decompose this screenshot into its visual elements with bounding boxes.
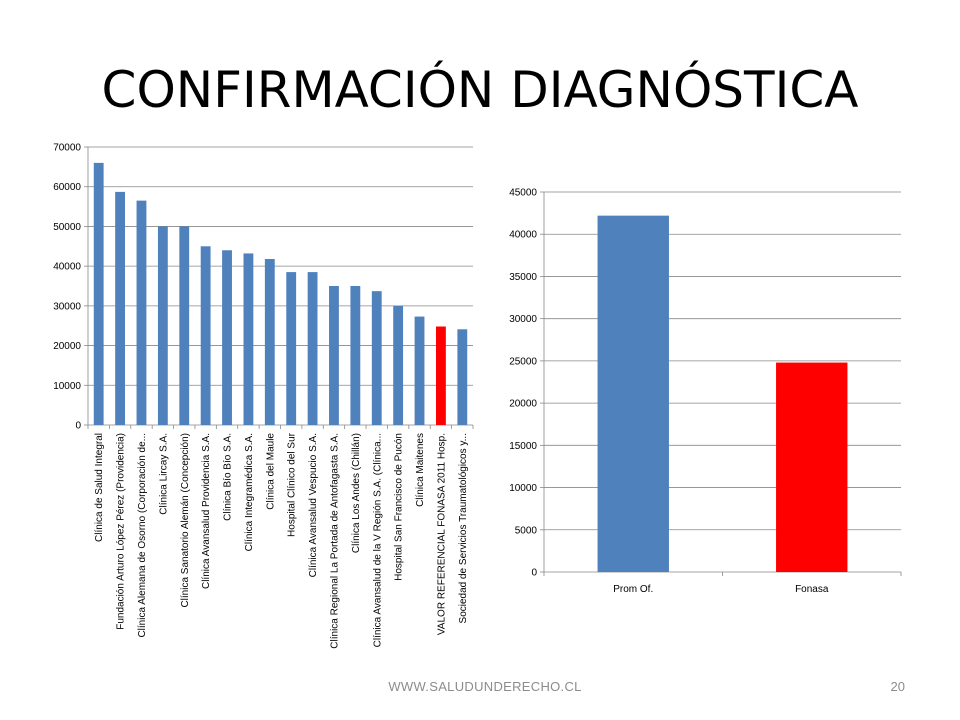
chart1-y-tick-label: 0	[75, 421, 81, 432]
chart1-category-label: Clínica Sanatorio Alemán (Concepción)	[180, 433, 191, 608]
chart1-category-label: Hospital San Francisco de Pucón	[394, 433, 405, 581]
chart1-bar	[115, 191, 126, 425]
chart1-y-tick-label: 40000	[53, 262, 81, 273]
chart1-category-label: Clínica Lircay S.A.	[158, 433, 169, 515]
chart1-bar	[393, 305, 404, 425]
chart1-bar	[200, 246, 211, 425]
chart1-bar	[243, 253, 254, 425]
chart1-bar	[329, 286, 339, 425]
chart1-bar	[307, 272, 318, 425]
chart1-category-label: Fundación Arturo López Pérez (Providenci…	[116, 433, 127, 630]
chart1-category-label: Clínica Regional La Portada de Antofagas…	[329, 433, 340, 649]
chart1-y-tick-label: 30000	[53, 301, 81, 312]
chart2-y-tick-label: 0	[531, 568, 537, 579]
chart1-bar	[264, 258, 275, 425]
chart1-category-label: Clínica Integramédica S.A.	[244, 433, 255, 551]
chart1-category-label: Clínica Maitenes	[415, 433, 426, 507]
chart1-y-tick-label: 10000	[53, 381, 81, 392]
chart1-y-tick-label: 70000	[53, 143, 81, 154]
chart1-bar	[371, 291, 382, 425]
chart1-y-tick-label: 50000	[53, 222, 81, 233]
chart1-category-label: VALOR REFERENCIAL FONASA 2011 Hosp.	[436, 433, 447, 635]
chart1-bar	[179, 226, 190, 425]
chart1-category-label: Clínica de Salud Integral	[94, 433, 105, 542]
chart1-bar	[222, 250, 232, 425]
chart2-bar	[597, 215, 669, 572]
chart1-bar	[414, 316, 425, 425]
page-number: 20	[890, 679, 905, 694]
chart2-y-tick-label: 40000	[509, 230, 537, 241]
chart2-category-label: Fonasa	[795, 584, 829, 595]
footer-url: WWW.SALUDUNDERECHO.CL	[388, 679, 582, 694]
chart1-category-label: Clínica Avansalud de la V Región S.A. (C…	[372, 433, 383, 647]
chart1-category-label: Clínica Alemana de Osorno (Corporación d…	[137, 433, 148, 638]
chart2-bar	[776, 362, 848, 572]
chart2-y-tick-label: 45000	[509, 188, 537, 199]
chart1-bar	[286, 272, 297, 425]
chart1-bar	[350, 286, 361, 425]
chart2-category-label: Prom Of.	[613, 584, 653, 595]
chart1-bar	[457, 329, 468, 425]
chart1-category-label: Clínica Bío Bío S.A.	[223, 433, 234, 521]
chart1-category-label: Clínica Los Andes (Chillán)	[351, 433, 362, 553]
chart1-bar	[93, 162, 104, 425]
slide-title: CONFIRMACIÓN DIAGNÓSTICA	[101, 61, 859, 119]
chart1-category-label: Hospital Clínico del Sur	[287, 432, 298, 537]
chart1-category-label: Clínica del Maule	[265, 433, 276, 510]
chart2-y-tick-label: 30000	[509, 314, 537, 325]
chart2-y-tick-label: 25000	[509, 356, 537, 367]
chart1-bar	[435, 326, 446, 425]
chart2-y-tick-label: 35000	[509, 272, 537, 283]
chart2-y-tick-label: 5000	[515, 525, 538, 536]
chart1-category-label: Clínica Avansalud Providencia S.A.	[201, 433, 212, 589]
chart1-category-label: Sociedad de Servicios Traumatológicos y.…	[458, 433, 469, 623]
chart1-category-label: Clínica Avansalud Vespucio S.A.	[308, 433, 319, 577]
chart1-bar	[157, 226, 168, 425]
chart2-y-tick-label: 20000	[509, 399, 537, 410]
chart2-y-tick-label: 15000	[509, 441, 537, 452]
chart1-bar	[136, 200, 147, 425]
chart2-y-tick-label: 10000	[509, 483, 537, 494]
chart1-y-tick-label: 20000	[53, 341, 81, 352]
chart1-y-tick-label: 60000	[53, 182, 81, 193]
